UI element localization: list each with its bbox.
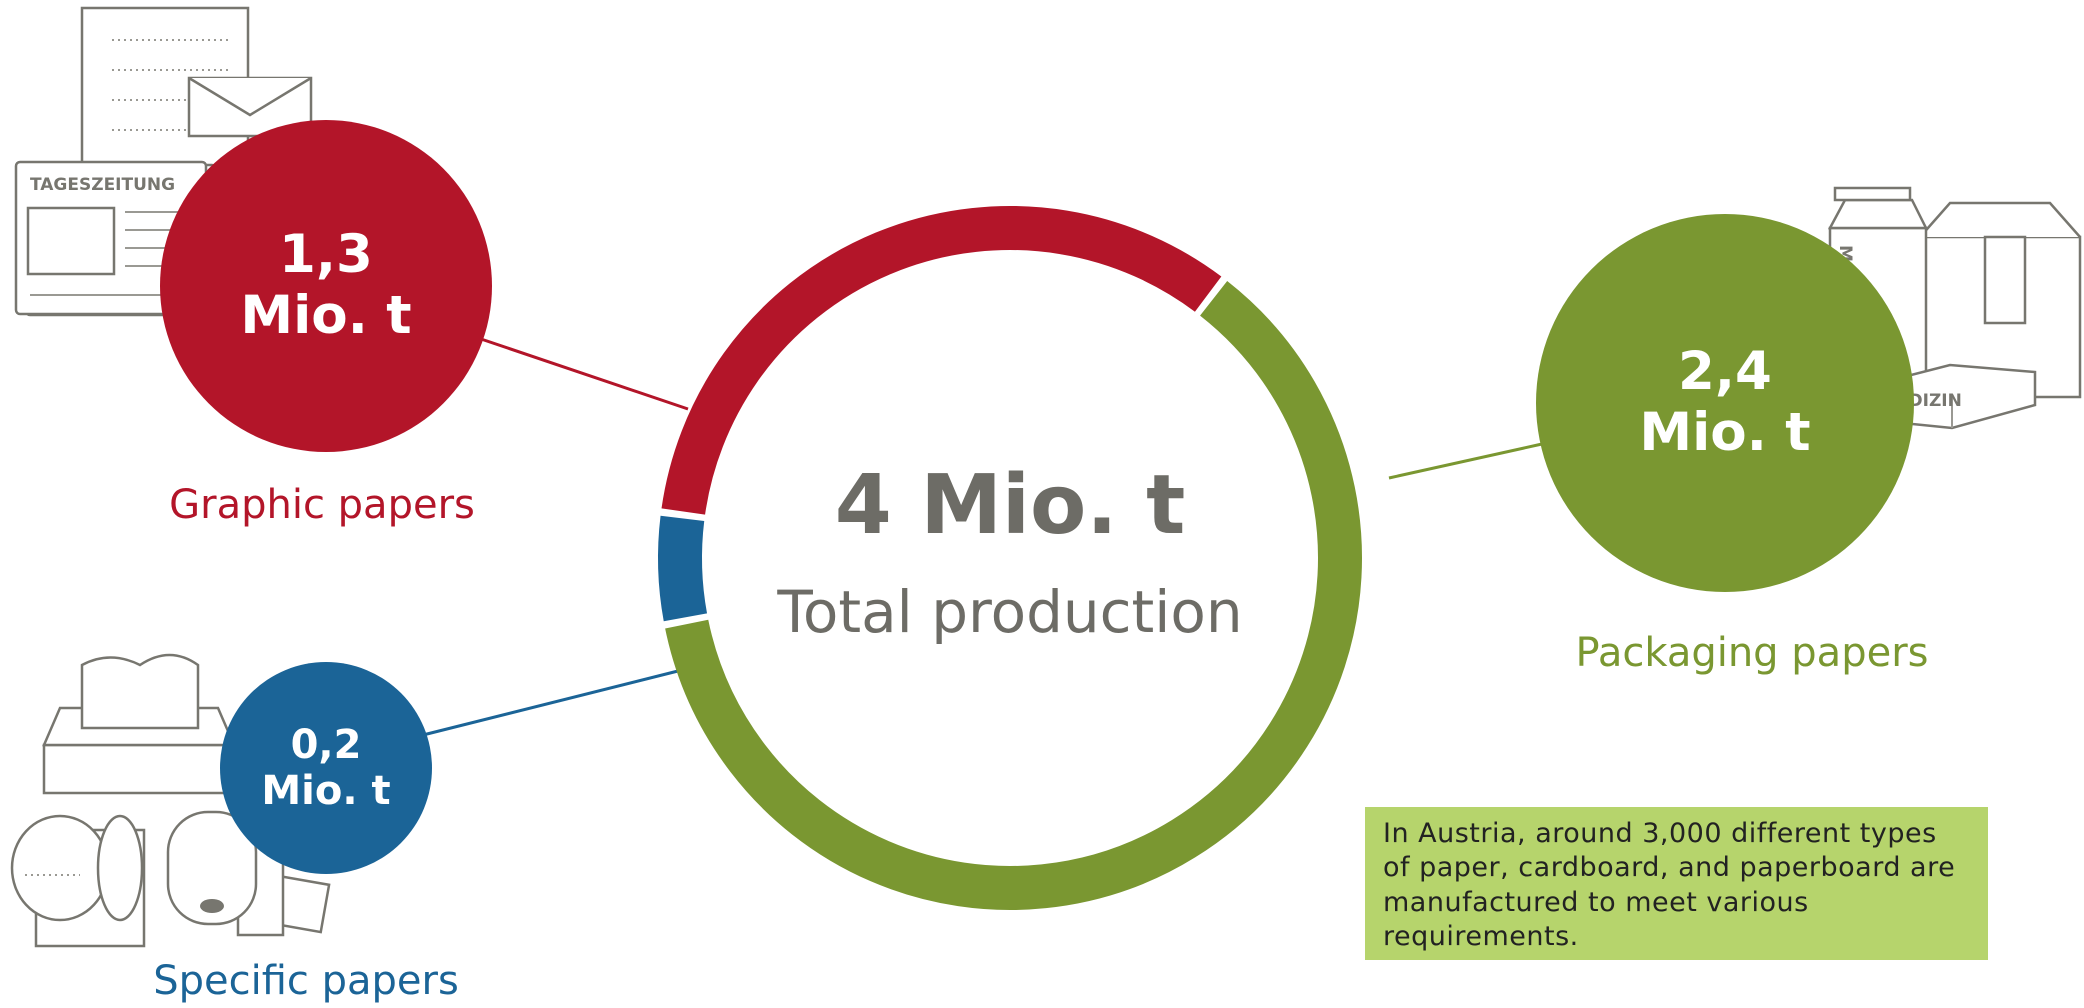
subtitle: Total production <box>777 578 1242 646</box>
page: {"chart_data": {"type": "donut", "catego… <box>0 0 2084 1008</box>
category-label: Packaging papers <box>1576 630 1929 676</box>
connector <box>423 671 678 735</box>
connector <box>481 339 688 409</box>
total-label: 4 Mio. t <box>835 458 1186 553</box>
donut-segment <box>680 518 685 617</box>
value-label: 2,4 Mio. t <box>1630 342 1820 464</box>
value-label: 1,3 Mio. t <box>231 225 421 347</box>
svg-text:TAGESZEITUNG: TAGESZEITUNG <box>30 175 175 195</box>
value-label: 0,2 Mio. t <box>256 722 396 814</box>
category-label: Graphic papers <box>169 482 475 528</box>
note: In Austria, around 3,000 different types… <box>1365 807 1988 960</box>
category-label: Specific papers <box>153 958 459 1004</box>
connector <box>1389 444 1542 478</box>
